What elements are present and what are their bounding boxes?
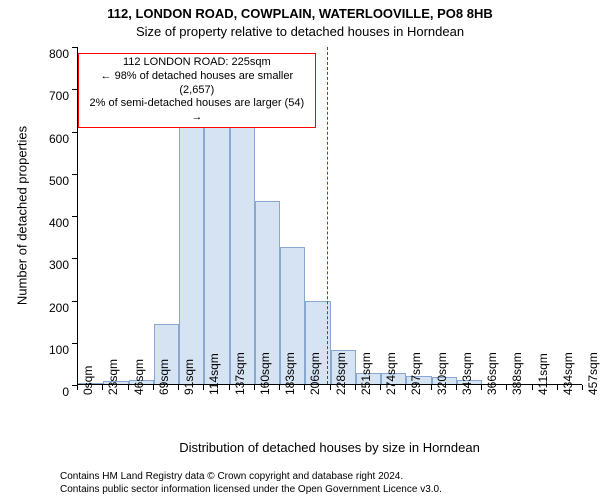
y-axis-label: Number of detached properties bbox=[15, 66, 30, 366]
y-tick-label: 400 bbox=[49, 216, 69, 230]
footer-line: Contains HM Land Registry data © Crown c… bbox=[60, 471, 442, 484]
title-sub: Size of property relative to detached ho… bbox=[0, 24, 600, 39]
info-box-line: 112 LONDON ROAD: 225sqm bbox=[85, 56, 309, 70]
y-tick-label: 800 bbox=[49, 47, 69, 61]
info-box-line: 2% of semi-detached houses are larger (5… bbox=[85, 97, 309, 125]
chart-container: 112, LONDON ROAD, COWPLAIN, WATERLOOVILL… bbox=[0, 0, 600, 500]
info-box: 112 LONDON ROAD: 225sqm← 98% of detached… bbox=[78, 53, 316, 128]
y-tick-label: 300 bbox=[49, 258, 69, 272]
footer-text: Contains HM Land Registry data © Crown c… bbox=[60, 471, 442, 496]
y-tick-label: 0 bbox=[62, 385, 69, 399]
y-tick-label: 200 bbox=[49, 301, 69, 315]
title-main: 112, LONDON ROAD, COWPLAIN, WATERLOOVILL… bbox=[0, 6, 600, 21]
footer-line: Contains public sector information licen… bbox=[60, 484, 442, 497]
x-axis-label: Distribution of detached houses by size … bbox=[77, 440, 582, 455]
plot-area: 112 LONDON ROAD: 225sqm← 98% of detached… bbox=[77, 47, 582, 385]
y-tick-label: 600 bbox=[49, 132, 69, 146]
y-tick-label: 700 bbox=[49, 89, 69, 103]
y-tick-label: 100 bbox=[49, 343, 69, 357]
histogram-bar bbox=[230, 127, 255, 384]
y-tick-label: 500 bbox=[49, 174, 69, 188]
info-box-line: ← 98% of detached houses are smaller (2,… bbox=[85, 70, 309, 98]
reference-line bbox=[327, 47, 328, 384]
histogram-bar bbox=[204, 120, 229, 384]
histogram-bar bbox=[179, 116, 204, 384]
